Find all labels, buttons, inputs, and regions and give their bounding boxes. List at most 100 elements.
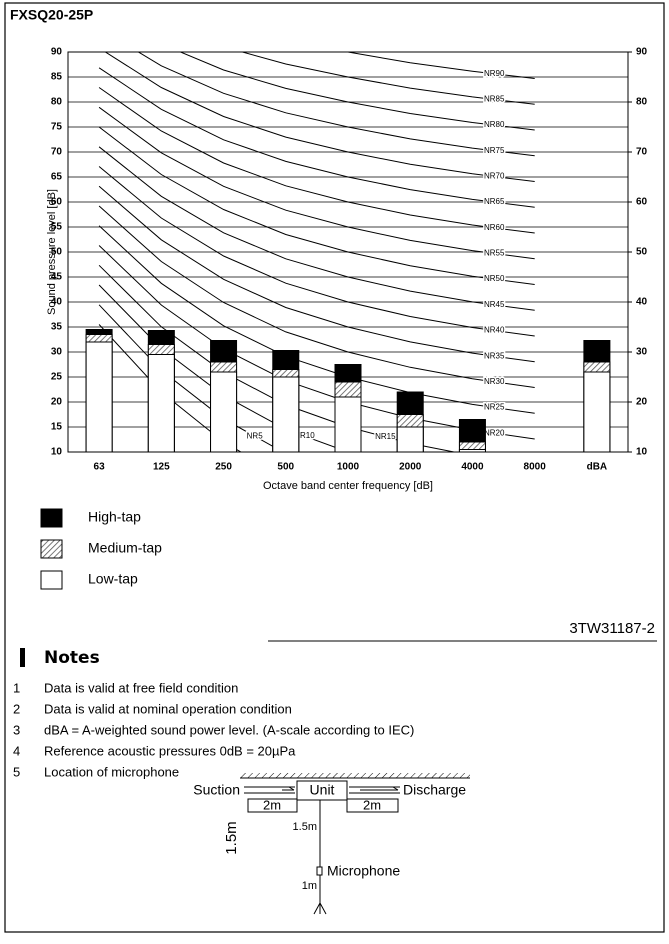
right-distance: 2m bbox=[363, 797, 381, 812]
nr-label: NR50 bbox=[484, 274, 505, 283]
microphone-icon bbox=[316, 866, 323, 876]
nr-label: NR75 bbox=[484, 146, 505, 155]
y-tick-label: 90 bbox=[51, 47, 63, 58]
y-tick-label: 55 bbox=[51, 222, 63, 233]
note-text: Data is valid at nominal operation condi… bbox=[44, 701, 292, 716]
left-distance: 2m bbox=[263, 797, 281, 812]
legend-label: Medium-tap bbox=[88, 540, 162, 556]
y-tick-label: 75 bbox=[51, 122, 63, 133]
dimension-box bbox=[346, 798, 399, 813]
nr-curve bbox=[98, 87, 535, 234]
y2-tick-label: 50 bbox=[636, 247, 648, 258]
frame bbox=[4, 2, 665, 933]
microphone-label: Microphone bbox=[327, 863, 400, 879]
y2-tick-label: 80 bbox=[636, 97, 648, 108]
nr-label: NR45 bbox=[484, 300, 505, 309]
y-tick-label: 20 bbox=[51, 397, 63, 408]
nr-label: NR80 bbox=[484, 120, 505, 129]
note-number: 4 bbox=[13, 743, 20, 758]
legend-swatch bbox=[40, 539, 63, 559]
y-tick-label: 45 bbox=[51, 272, 63, 283]
bars bbox=[85, 329, 611, 453]
x-tick-label: 63 bbox=[94, 462, 106, 473]
x-axis-label: Octave band center frequency [dB] bbox=[263, 480, 433, 492]
y-tick-label: 70 bbox=[51, 147, 63, 158]
bar bbox=[272, 376, 300, 453]
mic-to-floor: 1m bbox=[302, 880, 317, 892]
bar bbox=[85, 341, 113, 453]
y-tick-label: 30 bbox=[51, 347, 63, 358]
y2-tick-label: 90 bbox=[636, 47, 648, 58]
nr-curve bbox=[98, 205, 535, 388]
bar bbox=[396, 426, 424, 453]
nr-label: NR55 bbox=[484, 249, 505, 258]
nr-label: NR5 bbox=[247, 431, 264, 440]
legend-swatch bbox=[40, 508, 63, 528]
nr-label: NR85 bbox=[484, 95, 505, 104]
notes-list: 1 Data is valid at free field condition 2 D… bbox=[13, 680, 414, 779]
y-tick-label: 60 bbox=[51, 197, 63, 208]
y-tick-label: 15 bbox=[51, 422, 63, 433]
title: FXSQ20-25P bbox=[10, 7, 93, 23]
ceiling bbox=[240, 773, 470, 778]
nr-label: NR60 bbox=[484, 223, 505, 232]
suction-label: Suction bbox=[193, 782, 240, 798]
discharge-label: Discharge bbox=[403, 782, 466, 798]
x-tick-label: 4000 bbox=[461, 462, 484, 473]
x-tick-label: 125 bbox=[153, 462, 170, 473]
y2-tick-label: 70 bbox=[636, 147, 648, 158]
nr-curve bbox=[98, 126, 535, 285]
nr-label: NR35 bbox=[484, 351, 505, 360]
x-tick-label: 250 bbox=[215, 462, 232, 473]
nr-label: NR15 bbox=[375, 432, 396, 441]
note-number: 2 bbox=[13, 701, 20, 716]
y-tick-label: 10 bbox=[51, 447, 63, 458]
arrow bbox=[360, 786, 399, 791]
nr-label: NR70 bbox=[484, 172, 505, 181]
bar bbox=[334, 396, 362, 453]
note-text: Location of microphone bbox=[44, 764, 179, 779]
y2-tick-label: 20 bbox=[636, 397, 648, 408]
bar bbox=[458, 449, 486, 453]
y2-tick-label: 40 bbox=[636, 297, 648, 308]
x-tick-label: 500 bbox=[277, 462, 294, 473]
y-tick-label: 35 bbox=[51, 322, 63, 333]
arrow bbox=[282, 786, 295, 791]
nr-curve bbox=[98, 185, 535, 363]
unit-box bbox=[296, 780, 348, 801]
y-tick-label: 40 bbox=[51, 297, 63, 308]
nr-label: NR30 bbox=[484, 377, 505, 386]
document-id: 3TW31187-2 bbox=[569, 620, 655, 637]
note-text: Data is valid at free field condition bbox=[44, 680, 238, 695]
y2-tick-label: 30 bbox=[636, 347, 648, 358]
unit-label: Unit bbox=[310, 782, 335, 798]
unit-to-mic: 1.5m bbox=[293, 821, 317, 833]
tripod bbox=[313, 902, 327, 915]
y2-tick-label: 10 bbox=[636, 447, 648, 458]
note-number: 3 bbox=[13, 722, 20, 737]
bar bbox=[210, 371, 238, 453]
legend-label: Low-tap bbox=[88, 571, 138, 587]
nr-label: NR65 bbox=[484, 197, 505, 206]
nr-curve bbox=[98, 146, 535, 311]
note-number: 5 bbox=[13, 764, 20, 779]
nr-curve bbox=[104, 52, 535, 182]
dimension-box bbox=[247, 798, 298, 813]
y-tick-label: 25 bbox=[51, 372, 63, 383]
nr-curve bbox=[98, 106, 535, 260]
nr-curve bbox=[98, 166, 535, 337]
bar bbox=[147, 354, 175, 453]
nr-curve bbox=[98, 67, 535, 208]
nr-curve bbox=[137, 52, 535, 157]
y-tick-label: 80 bbox=[51, 97, 63, 108]
x-tick-label: 1000 bbox=[337, 462, 360, 473]
nr-curve bbox=[98, 225, 535, 414]
x-tick-label: 2000 bbox=[399, 462, 422, 473]
nr-curve bbox=[240, 52, 535, 105]
nr-label: NR20 bbox=[484, 428, 505, 437]
nr-curve bbox=[345, 52, 535, 79]
height-label: 1.5m bbox=[223, 821, 240, 854]
note-number: 1 bbox=[13, 680, 20, 695]
nr-label: NR90 bbox=[484, 69, 505, 78]
